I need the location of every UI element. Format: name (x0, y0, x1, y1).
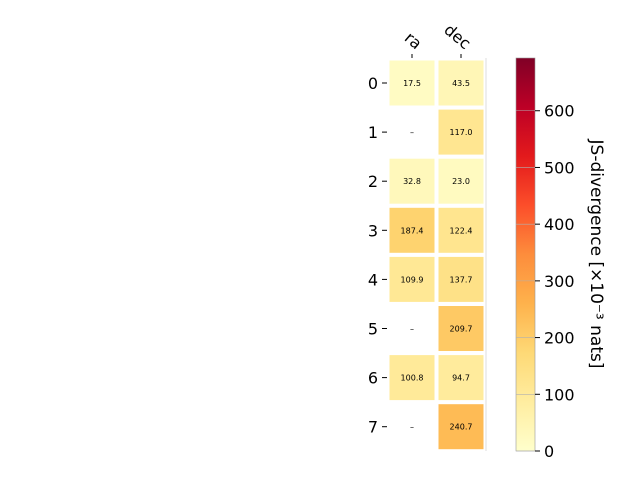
heatmap-cell (389, 207, 435, 253)
colorbar-label: JS-divergence [×10⁻³ nats] (586, 139, 606, 369)
row-label: 1 (368, 123, 378, 142)
cell-value-label: 137.7 (450, 275, 473, 284)
heatmap-cell (389, 158, 435, 204)
cell-value-label: 23.0 (452, 177, 470, 186)
cell-value-label: 94.7 (452, 374, 470, 383)
cell-value-label: – (410, 325, 414, 334)
cell-value-label: – (410, 128, 414, 137)
heatmap-cell (438, 60, 484, 106)
cell-value-label: 32.8 (403, 177, 421, 186)
cell-value-label: 100.8 (401, 374, 424, 383)
cell-value-label: 17.5 (403, 79, 421, 88)
row-label: 4 (368, 270, 378, 289)
colorbar-tick-label: 600 (544, 102, 575, 121)
heatmap-cells: 17.5 43.5 – 117.0 32.8 23.0 187.4 122.4 109.9 137… (389, 60, 484, 450)
heatmap-cell (389, 355, 435, 401)
row-label: 6 (368, 369, 378, 388)
row-label: 5 (368, 320, 378, 339)
column-label: ra (401, 28, 426, 53)
heatmap-cell (438, 355, 484, 401)
heatmap-cell (438, 158, 484, 204)
row-label: 7 (368, 418, 378, 437)
row-labels: 0 1 2 3 4 5 6 7 (368, 74, 387, 437)
colorbar-gradient (515, 57, 536, 452)
colorbar-tick-label: 0 (544, 442, 554, 461)
row-label: 2 (368, 172, 378, 191)
heatmap-cell (389, 60, 435, 106)
heatmap-cell (438, 109, 484, 155)
row-label: 3 (368, 221, 378, 240)
cell-value-label: – (410, 423, 414, 432)
cell-value-label: 109.9 (401, 275, 424, 284)
colorbar-tick-label: 500 (544, 158, 575, 177)
cell-value-label: 117.0 (450, 128, 473, 137)
heatmap-cell (389, 256, 435, 302)
colorbar-tick-label: 300 (544, 272, 575, 291)
heatmap-cell (438, 404, 484, 450)
row-label: 0 (368, 74, 378, 93)
cell-value-label: 187.4 (401, 226, 424, 235)
heatmap-cell (438, 207, 484, 253)
column-labels: ra dec (401, 20, 475, 58)
colorbar-tick-label: 200 (544, 329, 575, 348)
cell-value-label: 209.7 (450, 325, 473, 334)
colorbar-tick-label: 100 (544, 385, 575, 404)
cell-value-label: 240.7 (450, 423, 473, 432)
colorbar: 0 100 200 300 400 500 600 JS-divergence [×10⁻³… (515, 57, 606, 461)
column-label: dec (440, 20, 474, 53)
heatmap-cell (438, 256, 484, 302)
heatmap-cell (438, 306, 484, 351)
cell-value-label: 122.4 (450, 226, 473, 235)
colorbar-tick-label: 400 (544, 215, 575, 234)
cell-value-label: 43.5 (452, 79, 470, 88)
colorbar-ticks: 0 100 200 300 400 500 600 (516, 102, 575, 461)
